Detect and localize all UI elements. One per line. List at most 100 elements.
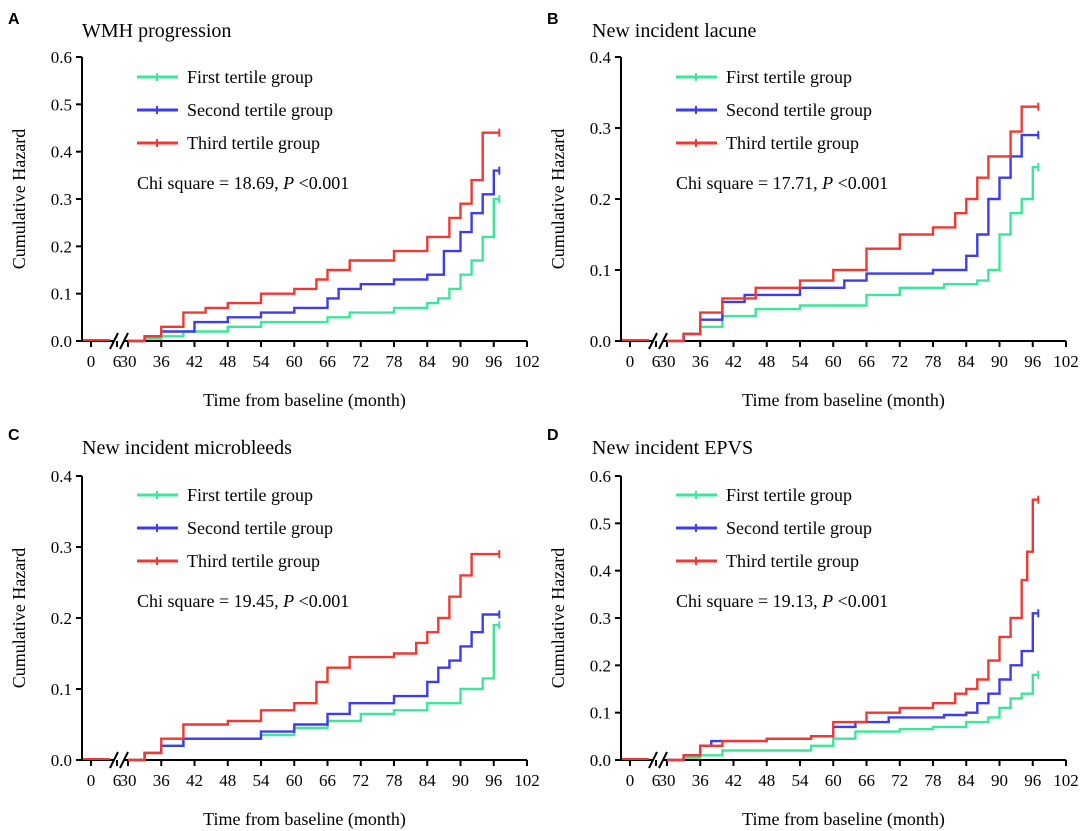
y-tick-label: 0.4 (590, 48, 612, 67)
x-tick-label: 66 (319, 352, 336, 371)
chart-title: New incident EPVS (592, 437, 753, 459)
y-tick-label: 0.0 (590, 751, 611, 770)
legend-label: Second tertile group (726, 100, 872, 120)
stat-prefix: Chi square = 19.45, (137, 591, 283, 611)
legend-label: Second tertile group (726, 518, 872, 538)
x-tick-label: 6 (652, 771, 661, 790)
legend-label: Second tertile group (187, 100, 333, 120)
y-tick-label: 0.0 (51, 332, 72, 351)
legend-label: First tertile group (726, 485, 852, 505)
stat-prefix: Chi square = 19.13, (676, 591, 822, 611)
y-tick-label: 0.1 (590, 704, 611, 723)
x-tick-label: 78 (386, 771, 403, 790)
x-tick-label: 6 (652, 352, 661, 371)
x-tick-label: 72 (352, 771, 369, 790)
y-tick-label: 0.6 (51, 48, 72, 67)
y-tick-label: 0.4 (51, 467, 73, 486)
x-tick-label: 42 (186, 352, 203, 371)
axis-break-mark (109, 332, 119, 350)
x-tick-label: 60 (286, 352, 303, 371)
stat-p: P (821, 173, 833, 193)
series-line-1 (128, 197, 500, 343)
chart-title: WMH progression (82, 20, 231, 42)
x-tick-label: 84 (958, 771, 976, 790)
y-tick-label: 0.5 (590, 514, 611, 533)
y-axis-label: Cumulative Hazard (548, 548, 568, 688)
x-tick-label: 60 (825, 771, 842, 790)
x-tick-label: 36 (692, 771, 709, 790)
chart-panel-d: D New incident EPVS 0.0 0.1 0.2 0.3 0.4 0.5 0.6 C… (547, 427, 1079, 830)
stat-p: P (821, 591, 833, 611)
legend-label: First tertile group (726, 67, 852, 87)
stat-suffix: <0.001 (294, 591, 349, 611)
x-tick-label: 48 (219, 352, 236, 371)
x-tick-label: 96 (1024, 771, 1041, 790)
x-tick-label: 54 (253, 771, 271, 790)
y-tick-label: 0.4 (51, 143, 73, 162)
y-tick-label: 0.2 (51, 237, 72, 256)
x-tick-label: 66 (319, 771, 336, 790)
y-tick-label: 0.0 (590, 332, 611, 351)
x-tick-label: 54 (253, 352, 271, 371)
x-tick-label: 102 (1053, 352, 1079, 371)
x-tick-label: 42 (725, 352, 742, 371)
axis-break-mark (648, 332, 658, 350)
series-line-1 (667, 165, 1039, 343)
panel-letter: D (547, 427, 559, 444)
x-tick-label: 84 (419, 771, 437, 790)
series-line-3 (667, 105, 1039, 343)
y-tick-label: 0.1 (590, 261, 611, 280)
series-line-2 (128, 613, 500, 762)
stat-p: P (282, 591, 294, 611)
legend-label: First tertile group (187, 485, 313, 505)
stat-prefix: Chi square = 18.69, (137, 173, 283, 193)
y-axis-label: Cumulative Hazard (9, 548, 29, 688)
legend-label: First tertile group (187, 67, 313, 87)
x-tick-label: 30 (120, 771, 137, 790)
legend-label: Third tertile group (187, 133, 320, 153)
x-tick-label: 48 (758, 771, 775, 790)
chi-square-annotation: Chi square = 18.69, P <0.001 (137, 173, 349, 193)
axis-break-mark (658, 751, 668, 769)
legend-label: Third tertile group (726, 551, 859, 571)
x-tick-label: 90 (452, 771, 469, 790)
x-tick-label: 36 (153, 771, 170, 790)
chi-square-annotation: Chi square = 17.71, P <0.001 (676, 173, 888, 193)
chart-panel-b: B New incident lacune 0.0 0.1 0.2 0.3 0.4 Cumul… (547, 11, 1079, 411)
chart-panel-c: C New incident microbleeds 0.0 0.1 0.2 0.3 0.4… (8, 427, 540, 830)
x-tick-label: 84 (419, 352, 437, 371)
x-tick-label: 66 (858, 352, 875, 371)
x-tick-label: 72 (891, 352, 908, 371)
axis-break-mark (119, 751, 129, 769)
legend-label: Third tertile group (187, 551, 320, 571)
stat-suffix: <0.001 (833, 173, 888, 193)
axis-break-mark (658, 332, 668, 350)
y-tick-label: 0.3 (51, 538, 72, 557)
x-tick-label: 42 (725, 771, 742, 790)
x-tick-label: 96 (485, 771, 502, 790)
x-axis-label: Time from baseline (month) (742, 390, 945, 411)
x-tick-label: 6 (113, 771, 122, 790)
panel-letter: B (547, 11, 559, 28)
x-tick-label: 102 (514, 352, 540, 371)
x-tick-label: 0 (626, 352, 635, 371)
y-tick-label: 0.3 (51, 190, 72, 209)
x-tick-label: 78 (386, 352, 403, 371)
series-line-3 (128, 131, 500, 343)
chart-title: New incident lacune (592, 20, 756, 42)
stat-suffix: <0.001 (833, 591, 888, 611)
y-tick-label: 0.1 (51, 285, 72, 304)
x-tick-label: 90 (452, 352, 469, 371)
x-tick-label: 72 (352, 352, 369, 371)
y-axis-label: Cumulative Hazard (9, 129, 29, 269)
x-tick-label: 6 (113, 352, 122, 371)
x-tick-label: 36 (153, 352, 170, 371)
axis-break-mark (109, 751, 119, 769)
x-tick-label: 60 (286, 771, 303, 790)
x-tick-label: 102 (1053, 771, 1079, 790)
stat-p: P (282, 173, 294, 193)
x-tick-label: 54 (792, 352, 810, 371)
series-line-2 (667, 133, 1039, 343)
x-axis-label: Time from baseline (month) (203, 390, 406, 411)
x-tick-label: 66 (858, 771, 875, 790)
